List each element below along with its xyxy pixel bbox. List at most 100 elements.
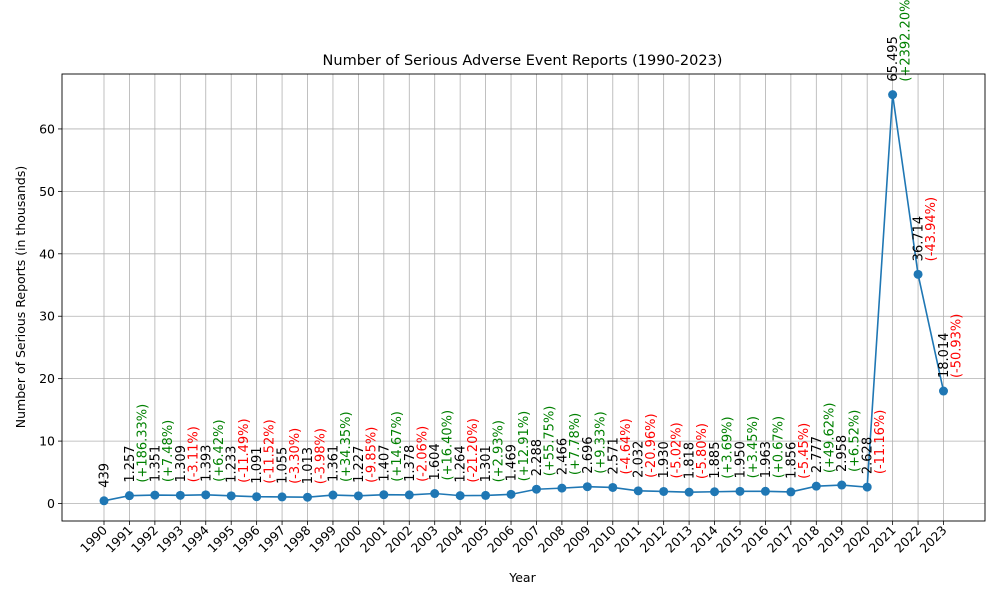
data-point <box>710 487 720 497</box>
data-value-label: 2.288 <box>530 439 545 476</box>
data-value-label: 1.257 <box>123 445 138 482</box>
data-change-label: (+6.52%) <box>848 410 863 472</box>
data-change-label: (-11.16%) <box>873 410 888 474</box>
data-value-label: 1.309 <box>174 445 189 482</box>
data-point <box>862 482 872 492</box>
data-point <box>684 487 694 497</box>
data-value-label: 1.233 <box>225 446 240 483</box>
data-point <box>150 490 160 500</box>
data-change-label: (+14.67%) <box>390 411 405 482</box>
data-value-label: 1.963 <box>759 441 774 478</box>
data-change-label: (+2392.20%) <box>899 0 914 82</box>
data-change-label: (+34.35%) <box>339 411 354 482</box>
y-tick-label: 40 <box>39 246 55 261</box>
data-value-label: 1.930 <box>657 441 672 478</box>
y-tick-label: 30 <box>39 309 55 324</box>
data-value-label: 18.014 <box>937 333 952 379</box>
data-change-label: (+186.33%) <box>135 404 150 483</box>
y-tick-label: 50 <box>39 184 55 199</box>
grid-lines <box>62 74 985 521</box>
y-tick-label: 10 <box>39 434 55 449</box>
data-change-label: (-3.98%) <box>314 428 329 484</box>
data-change-label: (+7.48%) <box>161 420 176 482</box>
data-change-label: (-3.11%) <box>186 426 201 482</box>
data-point <box>837 480 847 490</box>
plot-frame <box>61 73 986 522</box>
data-change-label: (-50.93%) <box>950 314 965 378</box>
data-point <box>124 491 134 501</box>
data-value-label: 1.393 <box>199 445 214 482</box>
data-point <box>786 487 796 497</box>
data-point <box>252 492 262 502</box>
data-change-label: (+6.42%) <box>212 419 227 481</box>
data-value-label: 1.469 <box>505 444 520 481</box>
data-change-label: (+2.93%) <box>492 420 507 482</box>
data-point <box>506 489 516 499</box>
data-value-label: 1.885 <box>708 442 723 479</box>
data-value-label: 1.301 <box>479 445 494 482</box>
data-point <box>659 486 669 496</box>
data-point <box>201 490 211 500</box>
data-value-label: 1.361 <box>326 445 341 482</box>
data-value-label: 1.604 <box>428 443 443 480</box>
data-value-label: 36.714 <box>912 216 927 262</box>
data-value-label: 1.378 <box>403 445 418 482</box>
data-value-label: 1.351 <box>148 445 163 482</box>
data-change-label: (-3.30%) <box>288 428 303 484</box>
chart-title: Number of Serious Adverse Event Reports … <box>323 53 723 69</box>
data-value-label: 65.495 <box>886 36 901 82</box>
data-markers <box>99 90 948 506</box>
data-change-label: (+7.78%) <box>568 413 583 475</box>
data-value-label: 2.032 <box>632 441 647 478</box>
data-change-label: (-11.49%) <box>237 418 252 482</box>
data-change-label: (-5.45%) <box>797 423 812 479</box>
data-change-label: (+9.33%) <box>593 411 608 473</box>
data-point <box>175 490 185 500</box>
data-point <box>277 492 287 502</box>
data-point <box>303 492 313 502</box>
data-value-label: 2.466 <box>555 438 570 475</box>
data-point <box>633 486 643 496</box>
data-change-label: (+3.69%) <box>721 416 736 478</box>
data-point <box>760 486 770 496</box>
data-point <box>226 491 236 501</box>
y-tick-label: 20 <box>39 371 55 386</box>
data-value-label: 1.818 <box>683 442 698 479</box>
data-value-label: 2.777 <box>810 436 825 473</box>
data-point <box>481 490 491 500</box>
data-point <box>430 489 440 499</box>
series-line <box>103 94 945 502</box>
data-value-label: 2.696 <box>581 436 596 473</box>
data-point <box>455 491 465 501</box>
data-point <box>913 269 923 279</box>
data-value-label: 1.091 <box>250 446 265 483</box>
data-change-label: (-5.80%) <box>695 423 710 479</box>
data-change-label: (-20.96%) <box>644 413 659 477</box>
data-value-label: 1.856 <box>784 442 799 479</box>
data-value-label: 2.628 <box>861 437 876 474</box>
data-value-label: 2.571 <box>606 437 621 474</box>
data-point <box>811 481 821 491</box>
data-point <box>888 90 898 100</box>
x-axis-label: Year <box>508 570 536 585</box>
data-point <box>379 490 389 500</box>
data-change-label: (-4.64%) <box>619 418 634 474</box>
y-tick-label: 60 <box>39 121 55 136</box>
data-labels: 439 1.257(+186.33%)1.351(+7.48%)1.309(-3.… <box>98 0 965 488</box>
data-change-label: (+49.62%) <box>822 403 837 474</box>
data-point <box>735 486 745 496</box>
data-change-label: (+12.91%) <box>517 411 532 482</box>
data-value-label: 2.958 <box>835 435 850 472</box>
data-value-label: 1.013 <box>301 447 316 484</box>
data-change-label: (+16.40%) <box>441 410 456 481</box>
data-change-label: (-11.52%) <box>263 419 278 483</box>
data-point <box>608 482 618 492</box>
data-point <box>328 490 338 500</box>
data-change-label: (-21.20%) <box>466 418 481 482</box>
data-change-label: (-43.94%) <box>924 197 939 261</box>
data-change-label: (+55.75%) <box>542 406 557 477</box>
data-point <box>939 386 948 396</box>
data-value-label: 1.950 <box>733 441 748 478</box>
data-change-label: (+0.67%) <box>771 416 786 478</box>
